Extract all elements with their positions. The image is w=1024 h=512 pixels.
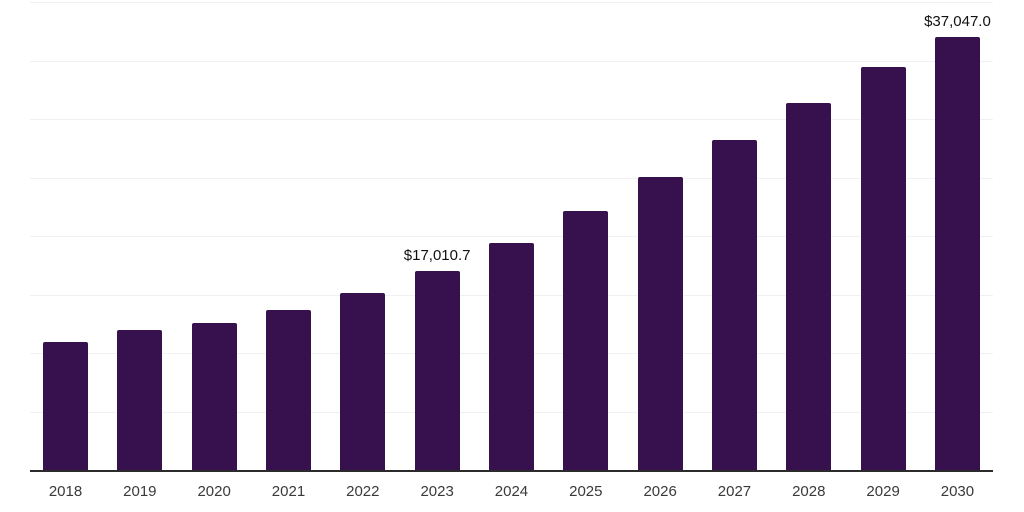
value-label-2023: $17,010.7	[403, 246, 471, 264]
x-tick-label-2018: 2018	[48, 483, 83, 500]
x-tick-label-2020: 2020	[197, 483, 231, 500]
bar-slot-2020	[191, 323, 237, 470]
bar-2028	[786, 102, 832, 470]
x-tick-label-2019: 2019	[123, 483, 157, 500]
bar-slot-2029	[860, 66, 906, 470]
bar-2030	[934, 36, 980, 470]
x-tick-label-2024: 2024	[494, 483, 529, 500]
x-axis-labels: 2018 2019 2020 2021 2022 2023 2024 2025 2026 2027…	[30, 483, 993, 500]
bar-slot-2018	[43, 341, 88, 470]
bar-slot-2023: $17,010.7	[404, 247, 471, 470]
plot-area: $17,010.7 $37,047.0	[30, 2, 993, 472]
x-tick-label-2023: 2023	[420, 483, 454, 500]
bars-group: $17,010.7 $37,047.0	[30, 2, 993, 470]
bar-2027	[711, 140, 757, 470]
x-tick-label-2027: 2027	[717, 483, 752, 500]
x-tick-label-2029: 2029	[866, 483, 900, 500]
bar-slot-2019	[117, 329, 163, 470]
x-tick-label-2030: 2030	[940, 483, 975, 500]
bar-slot-2024	[488, 243, 534, 470]
gridline-25000	[30, 177, 993, 179]
x-tick-label-2028: 2028	[792, 483, 826, 500]
bar-2018	[43, 341, 88, 470]
bar-slot-2026	[637, 176, 683, 470]
bar-2023	[414, 270, 460, 470]
x-tick-label-2022: 2022	[346, 483, 380, 500]
gridline-20000	[30, 236, 993, 237]
bar-slot-2021	[265, 310, 311, 470]
x-tick-label-2025: 2025	[569, 483, 603, 500]
bar-2029	[860, 66, 906, 470]
bar-slot-2022	[340, 292, 386, 470]
bar-2025	[563, 210, 609, 470]
bar-2019	[117, 329, 163, 470]
bar-slot-2025	[563, 210, 609, 470]
x-tick-label-2021: 2021	[271, 483, 306, 500]
bar-2024	[488, 243, 534, 470]
bar-2026	[637, 176, 683, 470]
bar-2020	[191, 323, 237, 470]
bar-2022	[340, 292, 386, 470]
x-tick-label-2026: 2026	[643, 483, 677, 500]
bar-slot-2028	[786, 102, 832, 470]
bar-2021	[265, 310, 311, 470]
bar-slot-2027	[711, 140, 757, 470]
bar-slot-2030: $37,047.0	[924, 13, 991, 470]
gridline-30000	[30, 119, 993, 120]
value-label-2030: $37,047.0	[924, 12, 991, 30]
gridline-35000	[30, 60, 993, 62]
gridline-40000	[30, 2, 993, 3]
